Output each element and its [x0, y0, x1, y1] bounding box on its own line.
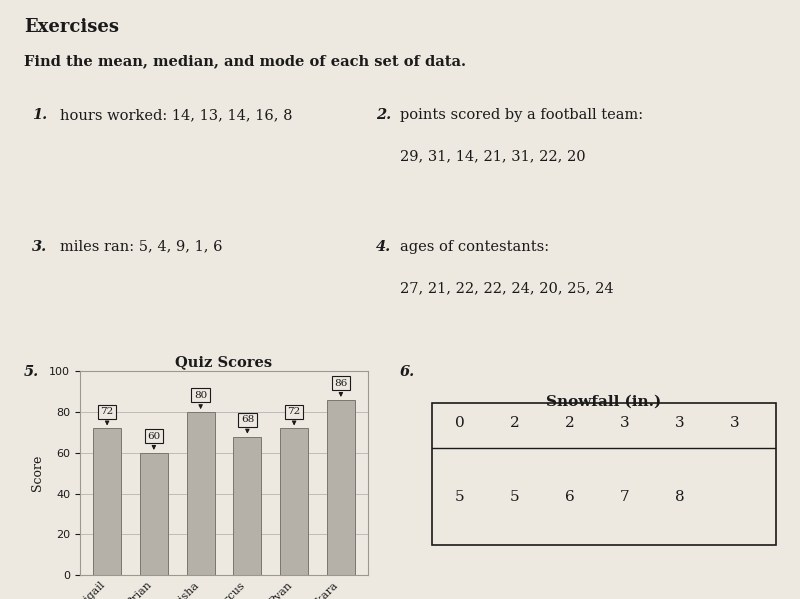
Text: Find the mean, median, and mode of each set of data.: Find the mean, median, and mode of each … — [24, 54, 466, 68]
Text: 5: 5 — [454, 489, 464, 504]
Title: Quiz Scores: Quiz Scores — [175, 355, 273, 369]
Text: Snowfall (in.): Snowfall (in.) — [546, 395, 662, 409]
Bar — [234, 437, 262, 575]
Bar — [327, 400, 355, 575]
Bar — [93, 428, 121, 575]
Text: 5: 5 — [510, 489, 519, 504]
Bar — [186, 412, 214, 575]
Text: 2: 2 — [565, 416, 574, 430]
Text: 6.: 6. — [400, 365, 415, 379]
Text: 80: 80 — [194, 391, 207, 408]
Text: 2.: 2. — [376, 108, 391, 122]
Text: ages of contestants:: ages of contestants: — [400, 240, 549, 253]
Text: 3: 3 — [620, 416, 630, 430]
Text: 72: 72 — [101, 407, 114, 424]
Text: 7: 7 — [620, 489, 630, 504]
Text: 4.: 4. — [376, 240, 391, 253]
Text: 86: 86 — [334, 379, 347, 396]
Text: points scored by a football team:: points scored by a football team: — [400, 108, 643, 122]
Text: 8: 8 — [675, 489, 685, 504]
Text: 1.: 1. — [32, 108, 47, 122]
Text: 5.: 5. — [24, 365, 39, 379]
Text: 60: 60 — [147, 432, 161, 449]
Text: 0: 0 — [454, 416, 464, 430]
Text: 72: 72 — [287, 407, 301, 424]
Text: 3: 3 — [675, 416, 685, 430]
Text: Exercises: Exercises — [24, 18, 119, 36]
Text: 3.: 3. — [32, 240, 47, 253]
Text: hours worked: 14, 13, 14, 16, 8: hours worked: 14, 13, 14, 16, 8 — [60, 108, 293, 122]
Bar — [280, 428, 308, 575]
Text: 2: 2 — [510, 416, 519, 430]
Text: 3: 3 — [730, 416, 739, 430]
Bar — [140, 453, 168, 575]
Text: 68: 68 — [241, 415, 254, 432]
Text: miles ran: 5, 4, 9, 1, 6: miles ran: 5, 4, 9, 1, 6 — [60, 240, 222, 253]
Y-axis label: Score: Score — [30, 455, 44, 491]
Text: 29, 31, 14, 21, 31, 22, 20: 29, 31, 14, 21, 31, 22, 20 — [400, 150, 586, 164]
Text: 27, 21, 22, 22, 24, 20, 25, 24: 27, 21, 22, 22, 24, 20, 25, 24 — [400, 282, 614, 295]
Text: 6: 6 — [565, 489, 574, 504]
